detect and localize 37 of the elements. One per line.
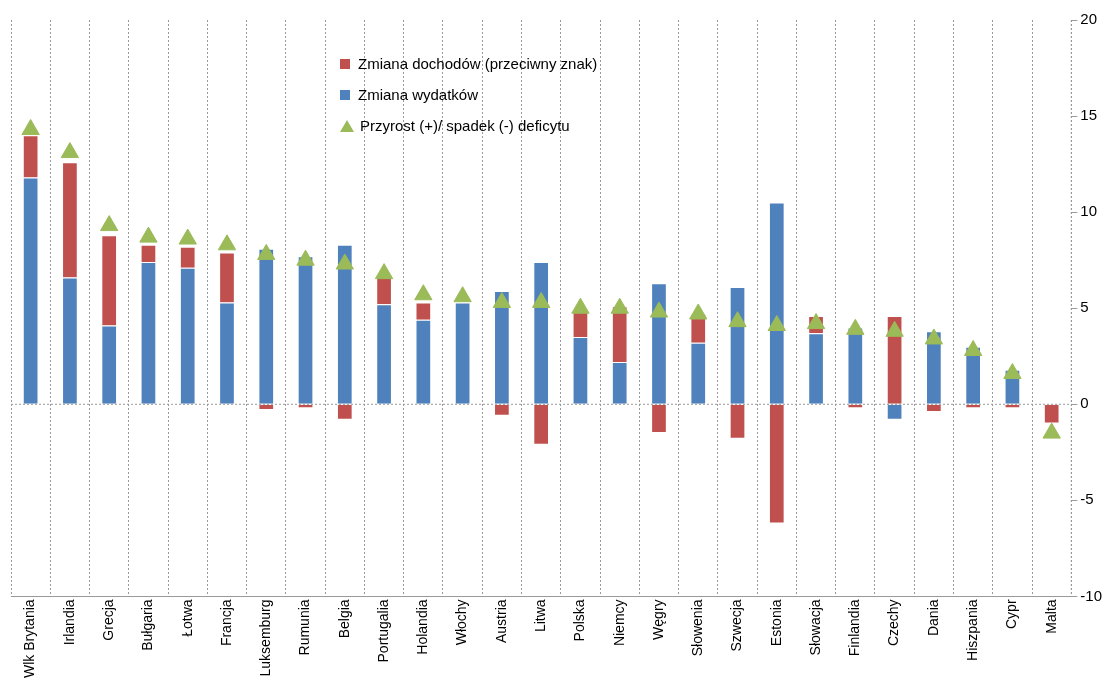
x-tick-label: Łotwa: [178, 599, 195, 637]
x-tick-label: Czechy: [885, 599, 902, 647]
x-tick-label: Węgry: [649, 599, 666, 640]
x-tick-label: Austria: [492, 599, 509, 644]
x-tick-label: Finlandia: [846, 599, 863, 657]
x-tick-label: Polska: [571, 599, 588, 642]
legend-label: Przyrost (+)/ spadek (-) deficytu: [360, 117, 570, 134]
x-tick-label: Cypr: [1003, 599, 1020, 629]
x-tick-label: Portugalia: [374, 599, 391, 663]
x-tick-label: Francja: [217, 599, 234, 647]
y-tick-label: -5: [1080, 490, 1094, 508]
x-tick-label: Hiszpania: [964, 599, 980, 661]
x-tick-label: Malta: [1042, 599, 1059, 634]
x-tick-label: Niemcy: [610, 599, 627, 647]
x-tick-label: Słowacja: [806, 599, 823, 656]
x-tick-label: Estonia: [767, 599, 784, 647]
y-tick-label: 20: [1080, 10, 1098, 28]
x-tick-label: Holandia: [414, 599, 431, 655]
x-tick-label: Szwecja: [728, 599, 745, 652]
x-tick-label: Litwa: [532, 599, 549, 633]
y-tick-label: 5: [1080, 298, 1089, 316]
x-tick-label: Włochy: [453, 599, 470, 646]
x-tick-label: Luksemburg: [257, 599, 274, 677]
legend-label: Zmiana wydatków: [358, 86, 479, 103]
y-tick-label: 15: [1080, 106, 1098, 124]
x-tick-label: Dania: [924, 599, 941, 637]
x-tick-label: Belgia: [335, 599, 352, 639]
y-tick-label: -10: [1080, 586, 1103, 604]
x-tick-label: Irlandia: [60, 599, 77, 646]
x-tick-label: Rumunia: [296, 599, 313, 656]
x-tick-label: Słowenia: [689, 599, 706, 657]
y-tick-label: 0: [1080, 394, 1089, 412]
x-tick-label: Wlk Brytania: [21, 599, 38, 679]
legend-label: Zmiana dochodów (przeciwny znak): [358, 55, 598, 72]
x-tick-label: Grecja: [100, 599, 117, 641]
y-tick-label: 10: [1080, 202, 1098, 220]
x-tick-label: Bułgaria: [139, 599, 156, 651]
